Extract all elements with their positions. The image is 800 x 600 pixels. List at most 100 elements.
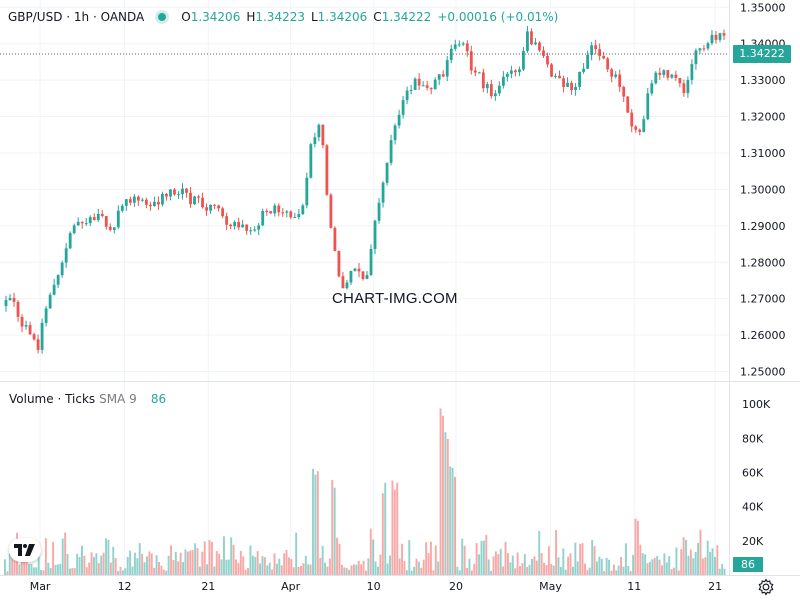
candle-body (674, 74, 678, 78)
candle-body (670, 74, 674, 78)
volume-bar (88, 562, 91, 575)
volume-bar (713, 557, 716, 575)
volume-bar (172, 560, 175, 575)
volume-bar (333, 487, 336, 575)
volume-bar (328, 558, 331, 575)
candle-body (666, 70, 670, 78)
volume-last-label: 86 (733, 557, 763, 572)
volume-value: 86 (150, 392, 167, 406)
price-axis[interactable]: 1.350001.340001.330001.320001.310001.300… (740, 1, 786, 378)
candle-body (718, 33, 722, 40)
volume-bar (437, 561, 440, 575)
candle-body (658, 72, 662, 75)
volume-title[interactable]: Volume · Ticks (9, 392, 96, 406)
candle-body (534, 42, 537, 45)
volume-bar (543, 562, 546, 575)
volume-bar (656, 556, 659, 575)
candle-body (554, 75, 557, 77)
volume-bar (405, 570, 408, 575)
candle-body (72, 225, 76, 234)
candle-body (566, 82, 569, 87)
volume-bar (167, 555, 170, 575)
volume-bar (158, 561, 160, 575)
price-tick-label: 1.31000 (740, 147, 786, 160)
candle-body (257, 225, 261, 230)
volume-bar (191, 550, 194, 575)
market-status-icon (158, 13, 167, 21)
volume-bar (244, 569, 247, 575)
candle-body (321, 124, 325, 146)
volume-bar (54, 564, 57, 575)
candle-body (570, 82, 573, 91)
volume-bar (682, 537, 685, 575)
tradingview-logo-icon[interactable] (9, 538, 41, 562)
volume-bar (369, 528, 372, 575)
symbol-title[interactable]: GBP/USD · 1h · OANDA (8, 10, 145, 24)
volume-bar (528, 564, 531, 575)
volume-bar (685, 539, 688, 575)
candle-body (329, 194, 333, 228)
candle-body (177, 194, 180, 196)
volume-bar (112, 546, 115, 575)
candle-body (678, 77, 682, 84)
volume-bar (59, 563, 62, 575)
volume-bar (343, 567, 346, 575)
open-label: O (181, 10, 191, 24)
volume-bar (511, 555, 514, 575)
candle-body (686, 79, 690, 94)
volume-bar (297, 567, 300, 575)
volume-bar (355, 564, 358, 575)
volume-bar (422, 559, 425, 575)
volume-tick-label: 100K (742, 398, 771, 411)
candle-body (626, 96, 630, 113)
price-tick-label: 1.25000 (740, 366, 786, 379)
volume-bar (148, 551, 151, 575)
volume-bar (235, 559, 237, 575)
volume-bar (668, 556, 671, 575)
volume-bar (278, 558, 281, 575)
candle-body (365, 275, 369, 280)
volume-bar (574, 542, 577, 575)
volume-bar (215, 551, 218, 575)
candle-body (514, 70, 517, 73)
price-tick-label: 1.27000 (740, 293, 786, 306)
candle-body (457, 44, 461, 46)
volume-bar (564, 569, 567, 575)
volume-bar (661, 565, 663, 575)
volume-bar (47, 562, 50, 575)
volume-bar (403, 560, 406, 575)
volume-bar (478, 554, 481, 575)
volume-bar (449, 466, 452, 575)
time-tick-label: May (539, 580, 562, 593)
settings-gear-icon[interactable] (757, 578, 775, 596)
volume-axis[interactable]: 100K 80K 60K 40K 20K (742, 398, 771, 548)
candle-body (638, 129, 642, 132)
candle-body (189, 192, 192, 205)
volume-bar (109, 562, 112, 575)
volume-bar (706, 540, 709, 575)
candle-body (229, 224, 233, 227)
time-axis[interactable]: Mar 12 21 Apr 10 20 May 11 21 (30, 580, 722, 593)
candle-body (574, 86, 577, 91)
candle-body (393, 125, 397, 141)
price-tick-label: 1.32000 (740, 111, 786, 124)
candle-body (518, 69, 521, 73)
volume-bar (687, 555, 690, 575)
volume-bar (155, 555, 158, 575)
volume-bar (384, 482, 387, 575)
candle-body (281, 212, 285, 214)
volume-bar (593, 546, 596, 575)
volume-bar (413, 566, 416, 575)
candle-body (100, 213, 104, 217)
volume-bar (66, 553, 69, 575)
volume-bar (473, 563, 476, 575)
candle-body (606, 58, 610, 70)
candle-body (144, 199, 148, 205)
volume-bar (446, 438, 449, 575)
candle-body (217, 205, 220, 209)
volume-bar (651, 559, 654, 575)
volume-bar (170, 545, 172, 575)
candle-body (213, 204, 216, 206)
volume-bar (629, 571, 632, 575)
